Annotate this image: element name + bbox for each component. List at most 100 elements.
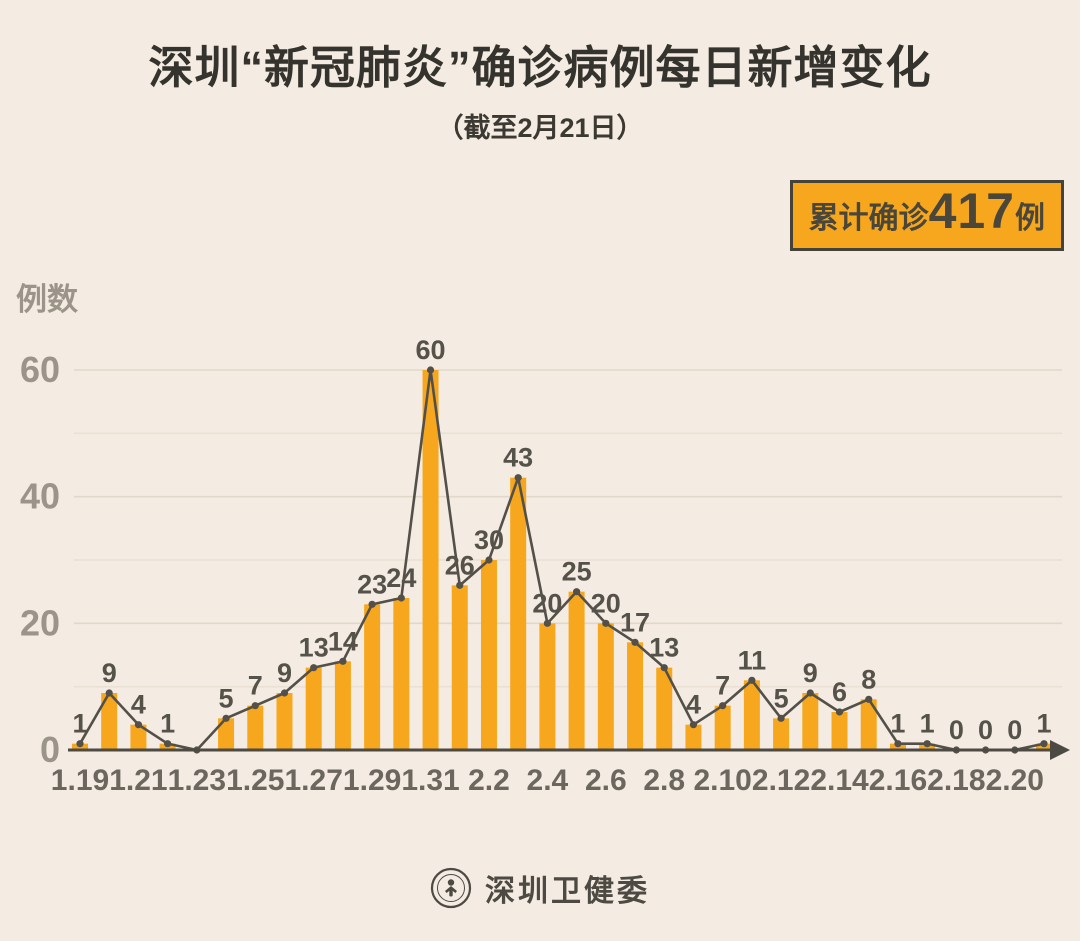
point-marker	[835, 708, 844, 716]
y-tick-label: 0	[40, 729, 60, 770]
bar	[539, 623, 556, 750]
x-tick-label: 1.19	[51, 764, 109, 797]
x-tick-label: 2.4	[527, 764, 569, 797]
badge-prefix-label: 累计确诊	[808, 202, 929, 235]
x-tick-label: 2.10	[693, 764, 751, 797]
point-marker	[865, 695, 873, 703]
point-value-label: 0	[978, 715, 993, 745]
point-value-label: 9	[803, 658, 818, 688]
point-value-label: 20	[591, 588, 621, 618]
point-marker	[485, 556, 493, 564]
x-tick-label: 1.31	[401, 764, 459, 797]
x-tick-label: 2.14	[810, 764, 869, 797]
point-value-label: 1	[72, 709, 87, 739]
x-tick-label: 1.25	[226, 764, 284, 797]
bar	[422, 370, 439, 750]
y-tick-label: 60	[20, 349, 60, 390]
y-tick-label: 40	[20, 476, 60, 517]
point-value-label: 1	[1036, 709, 1051, 739]
x-tick-label: 2.12	[752, 764, 810, 797]
point-marker	[134, 721, 143, 729]
bar	[714, 705, 731, 750]
bar	[656, 667, 673, 750]
bar	[510, 477, 527, 750]
point-marker	[368, 600, 376, 608]
point-value-label: 6	[832, 677, 847, 707]
point-value-label: 13	[299, 633, 329, 663]
point-value-label: 60	[416, 335, 446, 365]
bar	[451, 585, 468, 750]
bar	[802, 693, 819, 750]
x-tick-label: 2.20	[986, 764, 1044, 797]
point-marker	[397, 594, 405, 602]
bar	[685, 724, 702, 750]
point-value-label: 11	[738, 645, 767, 675]
point-value-label: 4	[131, 690, 146, 720]
point-marker	[689, 721, 698, 729]
point-value-label: 5	[774, 683, 789, 713]
point-marker	[164, 740, 172, 748]
bar	[334, 661, 351, 750]
point-value-label: 5	[219, 683, 234, 713]
bar	[627, 642, 644, 750]
point-marker	[251, 702, 259, 710]
bar	[218, 718, 235, 750]
org-name-label: 深圳卫健委	[485, 875, 650, 908]
point-marker	[280, 689, 289, 697]
x-tick-label: 2.2	[468, 764, 510, 797]
point-value-label: 1	[890, 709, 905, 739]
point-marker	[631, 638, 639, 646]
point-value-label: 0	[949, 715, 964, 745]
badge-suffix-label: 例	[1015, 202, 1045, 235]
trend-line	[78, 368, 1045, 752]
bar	[247, 705, 264, 750]
bar	[130, 724, 147, 750]
bar	[393, 598, 410, 750]
point-value-label: 14	[328, 626, 358, 656]
x-tick-label: 2.16	[869, 764, 927, 797]
point-marker	[76, 740, 84, 748]
cumulative-total-badge: 累计确诊 417 例	[789, 180, 1064, 251]
point-value-label: 17	[620, 607, 650, 637]
point-marker	[339, 657, 347, 665]
point-value-label: 7	[715, 671, 730, 701]
point-marker	[602, 619, 610, 627]
point-value-label: 26	[445, 550, 475, 580]
point-marker	[1040, 740, 1048, 748]
footer: 深圳卫健委	[0, 866, 1080, 910]
point-marker	[222, 714, 230, 722]
bar	[276, 693, 293, 750]
bar	[860, 699, 877, 750]
point-value-label: 30	[474, 525, 504, 555]
point-marker	[543, 619, 551, 627]
bar	[773, 718, 790, 750]
y-axis-title: 例数	[16, 282, 78, 317]
point-value-label: 9	[102, 658, 117, 688]
bar	[305, 667, 322, 750]
point-value-label: 43	[503, 443, 533, 473]
bar	[568, 591, 585, 750]
point-value-label: 25	[562, 557, 592, 587]
x-tick-label: 1.29	[343, 764, 401, 797]
point-value-label: 23	[357, 569, 387, 599]
point-marker	[719, 702, 727, 710]
x-tick-label: 2.18	[927, 764, 985, 797]
y-tick-label: 20	[20, 602, 60, 643]
bar	[101, 693, 118, 750]
point-marker	[573, 588, 581, 596]
point-value-label: 8	[861, 664, 876, 694]
x-tick-label: 1.21	[109, 764, 167, 797]
point-marker	[806, 689, 814, 697]
point-marker	[660, 664, 668, 672]
point-value-label: 9	[277, 658, 292, 688]
x-axis-arrow-icon	[1050, 740, 1070, 760]
org-logo-icon	[430, 867, 472, 909]
point-marker	[777, 714, 785, 722]
chart-area: 0 20 40 60 1 9 4 1 5 7 9 13 14 23 24 60 26 30 43 20 25 20 17 13…	[0, 330, 1080, 805]
bar	[743, 680, 760, 750]
point-value-label: 0	[1007, 715, 1022, 745]
point-value-label: 7	[248, 671, 263, 701]
page-subtitle: （截至2月21日）	[436, 113, 644, 143]
bar	[364, 604, 381, 750]
